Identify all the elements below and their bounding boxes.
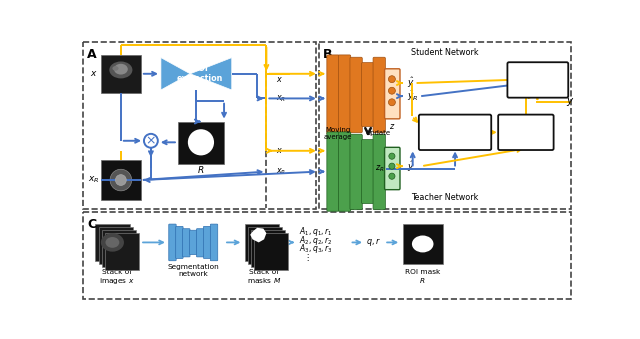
Bar [254, 233, 288, 270]
Text: B: B [323, 48, 332, 61]
Text: ROI Consistency: ROI Consistency [424, 123, 486, 132]
Polygon shape [161, 58, 190, 90]
Text: Student Network: Student Network [412, 47, 479, 57]
Text: Moving
average: Moving average [324, 126, 352, 140]
Text: $\hat{y}$: $\hat{y}$ [407, 76, 415, 91]
Text: Stack of
images $x$: Stack of images $x$ [99, 268, 135, 286]
Circle shape [389, 163, 395, 169]
Ellipse shape [101, 233, 124, 252]
Text: $A_3, q_3, r_3$: $A_3, q_3, r_3$ [299, 242, 332, 255]
Text: Loss: Loss [447, 133, 463, 142]
FancyBboxPatch shape [211, 224, 218, 261]
Bar [102, 230, 136, 267]
Circle shape [188, 129, 214, 155]
Circle shape [388, 87, 396, 94]
FancyBboxPatch shape [498, 115, 554, 150]
Polygon shape [190, 58, 232, 90]
FancyBboxPatch shape [339, 55, 351, 134]
Bar [101, 160, 141, 200]
Text: $x$: $x$ [276, 75, 283, 84]
FancyBboxPatch shape [327, 55, 339, 134]
Polygon shape [250, 228, 266, 242]
FancyBboxPatch shape [373, 57, 385, 133]
Text: ROI mask
$R$: ROI mask $R$ [405, 268, 440, 285]
Circle shape [110, 169, 132, 191]
FancyBboxPatch shape [419, 115, 492, 150]
Ellipse shape [412, 236, 433, 253]
Text: Consistency: Consistency [503, 123, 549, 132]
Text: $x$: $x$ [90, 69, 98, 78]
Text: Teacher Network: Teacher Network [412, 193, 479, 202]
Bar [178, 121, 224, 164]
Ellipse shape [114, 64, 128, 75]
Text: $A_2, q_2, r_2$: $A_2, q_2, r_2$ [299, 234, 332, 246]
Bar [83, 213, 572, 299]
Text: $\hat{y}$: $\hat{y}$ [407, 159, 415, 174]
Circle shape [389, 173, 395, 179]
Ellipse shape [109, 61, 132, 78]
Bar [83, 42, 316, 208]
Text: $x_R$: $x_R$ [276, 93, 286, 104]
FancyBboxPatch shape [327, 132, 339, 211]
Text: Loss: Loss [529, 81, 546, 90]
FancyBboxPatch shape [182, 229, 190, 257]
Text: A: A [87, 48, 97, 61]
Text: Stack of
masks $M$: Stack of masks $M$ [247, 268, 281, 285]
Ellipse shape [106, 237, 119, 248]
Circle shape [388, 99, 396, 106]
Text: $A_1, q_1, r_1$: $A_1, q_1, r_1$ [299, 225, 332, 238]
Text: Segmentation
network: Segmentation network [168, 264, 219, 277]
FancyBboxPatch shape [373, 134, 385, 210]
Text: Loss: Loss [518, 133, 534, 142]
Bar [319, 42, 572, 208]
Circle shape [115, 175, 126, 185]
Text: $\vdots$: $\vdots$ [303, 252, 309, 262]
FancyBboxPatch shape [362, 140, 374, 203]
Text: $z_R$: $z_R$ [374, 163, 384, 174]
Bar [245, 224, 279, 261]
FancyBboxPatch shape [339, 132, 351, 211]
Bar [105, 233, 140, 270]
Text: $R$: $R$ [197, 164, 205, 175]
Bar [95, 224, 130, 261]
FancyBboxPatch shape [196, 229, 204, 257]
FancyBboxPatch shape [350, 57, 362, 133]
Text: $\hat{y}_R$: $\hat{y}_R$ [407, 89, 419, 103]
Bar [248, 227, 282, 264]
Bar [251, 230, 285, 267]
FancyBboxPatch shape [385, 147, 400, 190]
FancyBboxPatch shape [169, 224, 176, 261]
Text: Classification: Classification [512, 71, 563, 80]
Text: $z$: $z$ [388, 121, 395, 131]
FancyBboxPatch shape [362, 63, 374, 126]
Bar [99, 227, 133, 264]
FancyBboxPatch shape [176, 226, 183, 258]
FancyBboxPatch shape [350, 134, 362, 210]
Ellipse shape [113, 66, 118, 71]
Text: ×: × [146, 135, 156, 148]
Text: ROI
extraction: ROI extraction [177, 64, 223, 83]
Text: $q, r$: $q, r$ [367, 236, 381, 248]
Bar [101, 55, 141, 93]
Bar [403, 224, 443, 264]
Text: $x_R$: $x_R$ [276, 166, 286, 177]
Circle shape [389, 153, 395, 159]
Text: $x_R$: $x_R$ [88, 175, 100, 185]
Text: $x$: $x$ [276, 146, 283, 155]
Circle shape [144, 134, 158, 148]
FancyBboxPatch shape [189, 230, 197, 255]
Text: C: C [87, 218, 96, 231]
Text: Update: Update [365, 130, 390, 136]
FancyBboxPatch shape [508, 62, 568, 98]
Text: $y$: $y$ [566, 96, 574, 108]
FancyBboxPatch shape [204, 226, 211, 258]
Circle shape [388, 76, 396, 83]
FancyBboxPatch shape [385, 69, 400, 119]
